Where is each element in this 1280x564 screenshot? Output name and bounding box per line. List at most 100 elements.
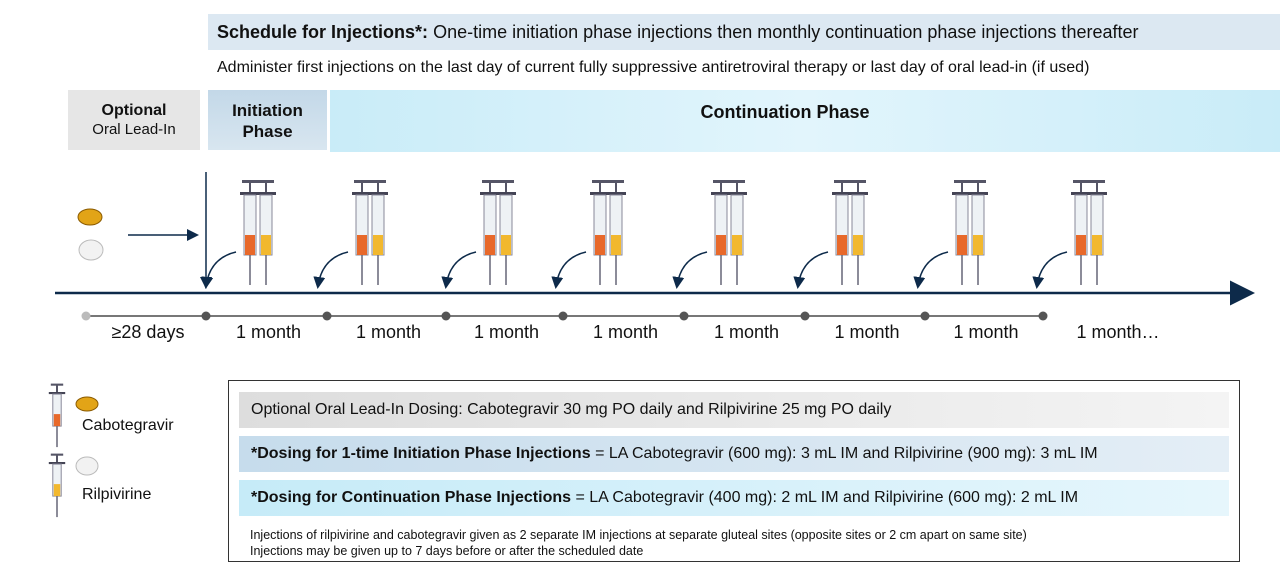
- interval-label: ≥28 days: [112, 322, 185, 342]
- legend-pill: [75, 396, 99, 412]
- phase-continuation: Continuation Phase: [330, 90, 1280, 152]
- flange: [952, 192, 972, 195]
- flange: [848, 192, 868, 195]
- interval-label: 1 month: [593, 322, 658, 342]
- flange: [352, 192, 372, 195]
- legend-cab: Cabotegravir: [82, 417, 174, 434]
- dosing-continuation: *Dosing for Continuation Phase Injection…: [239, 480, 1229, 516]
- curved-arrow: [913, 251, 949, 289]
- dosing-text: = LA Cabotegravir (600 mg): 3 mL IM and …: [595, 445, 1098, 462]
- curved-arrow: [672, 251, 708, 289]
- phase-initiation: Initiation Phase: [208, 90, 327, 150]
- pill-cabotegravir: [77, 208, 103, 226]
- liquid: [261, 235, 271, 255]
- plunger: [1073, 180, 1089, 183]
- interval-dot: [81, 311, 91, 321]
- liquid: [53, 414, 61, 427]
- phase-oral: Optional Oral Lead-In: [68, 90, 200, 150]
- dosing-text: Optional Oral Lead-In Dosing: Cabotegrav…: [251, 401, 892, 418]
- flange: [256, 192, 276, 195]
- legend-rpv: Rilpivirine: [82, 486, 152, 503]
- liquid: [485, 235, 495, 255]
- curved-arrow: [1032, 251, 1068, 289]
- interval-label: 1 month: [834, 322, 899, 342]
- interval-label: 1 month…: [1076, 322, 1159, 342]
- plunger: [50, 383, 64, 386]
- curved-arrow: [551, 251, 587, 289]
- flange: [48, 462, 66, 465]
- interval-dot: [1038, 311, 1048, 321]
- plunger: [370, 180, 386, 183]
- dosing-box: Optional Oral Lead-In Dosing: Cabotegrav…: [228, 380, 1240, 562]
- flange: [480, 192, 500, 195]
- interval-dot: [679, 311, 689, 321]
- plunger: [970, 180, 986, 183]
- interval-label: 1 month: [236, 322, 301, 342]
- plunger: [834, 180, 850, 183]
- flange: [1071, 192, 1091, 195]
- pill-rilpivirine: [78, 239, 104, 261]
- dosing-text: = LA Cabotegravir (400 mg): 2 mL IM and …: [575, 489, 1079, 506]
- curved-arrow: [313, 251, 349, 289]
- liquid: [853, 235, 863, 255]
- liquid: [957, 235, 967, 255]
- plunger: [729, 180, 745, 183]
- dosing-oral: Optional Oral Lead-In Dosing: Cabotegrav…: [239, 392, 1229, 428]
- plunger: [354, 180, 370, 183]
- liquid: [1092, 235, 1102, 255]
- interval-label: 1 month: [714, 322, 779, 342]
- plunger: [482, 180, 498, 183]
- flange: [968, 192, 988, 195]
- plunger: [608, 180, 624, 183]
- flange: [590, 192, 610, 195]
- plunger: [713, 180, 729, 183]
- liquid: [245, 235, 255, 255]
- phase-label: Phase: [242, 122, 293, 141]
- interval-dot: [800, 311, 810, 321]
- plunger: [50, 453, 64, 456]
- liquid: [595, 235, 605, 255]
- interval-dot: [558, 311, 568, 321]
- phase-label: Optional: [101, 102, 167, 119]
- plunger: [954, 180, 970, 183]
- liquid: [837, 235, 847, 255]
- plunger: [498, 180, 514, 183]
- liquid: [357, 235, 367, 255]
- dosing-initiation: *Dosing for 1-time Initiation Phase Inje…: [239, 436, 1229, 472]
- flange: [496, 192, 516, 195]
- phase-label: Continuation Phase: [700, 102, 870, 122]
- liquid: [611, 235, 621, 255]
- plunger: [242, 180, 258, 183]
- interval-dot: [322, 311, 332, 321]
- phase-label: Oral Lead-In: [92, 121, 176, 138]
- liquid: [373, 235, 383, 255]
- plunger: [850, 180, 866, 183]
- liquid: [53, 484, 61, 497]
- liquid: [1076, 235, 1086, 255]
- interval-label: 1 month: [356, 322, 421, 342]
- flange: [727, 192, 747, 195]
- flange: [606, 192, 626, 195]
- interval-label: 1 month: [474, 322, 539, 342]
- plunger: [592, 180, 608, 183]
- curved-arrow: [793, 251, 829, 289]
- flange: [368, 192, 388, 195]
- flange: [832, 192, 852, 195]
- header-text: One-time initiation phase injections the…: [433, 22, 1139, 42]
- liquid: [716, 235, 726, 255]
- subtitle: Administer first injections on the last …: [217, 59, 1090, 76]
- flange: [240, 192, 260, 195]
- interval-dot: [920, 311, 930, 321]
- note: Injections of rilpivirine and cabotegrav…: [250, 528, 1027, 542]
- liquid: [732, 235, 742, 255]
- flange: [1087, 192, 1107, 195]
- interval-label: 1 month: [953, 322, 1018, 342]
- interval-dot: [201, 311, 211, 321]
- plunger: [1089, 180, 1105, 183]
- flange: [711, 192, 731, 195]
- liquid: [973, 235, 983, 255]
- dosing-bold: *Dosing for 1-time Initiation Phase Inje…: [251, 445, 591, 462]
- dosing-bold: *Dosing for Continuation Phase Injection…: [251, 489, 572, 506]
- legend-pill: [75, 456, 99, 476]
